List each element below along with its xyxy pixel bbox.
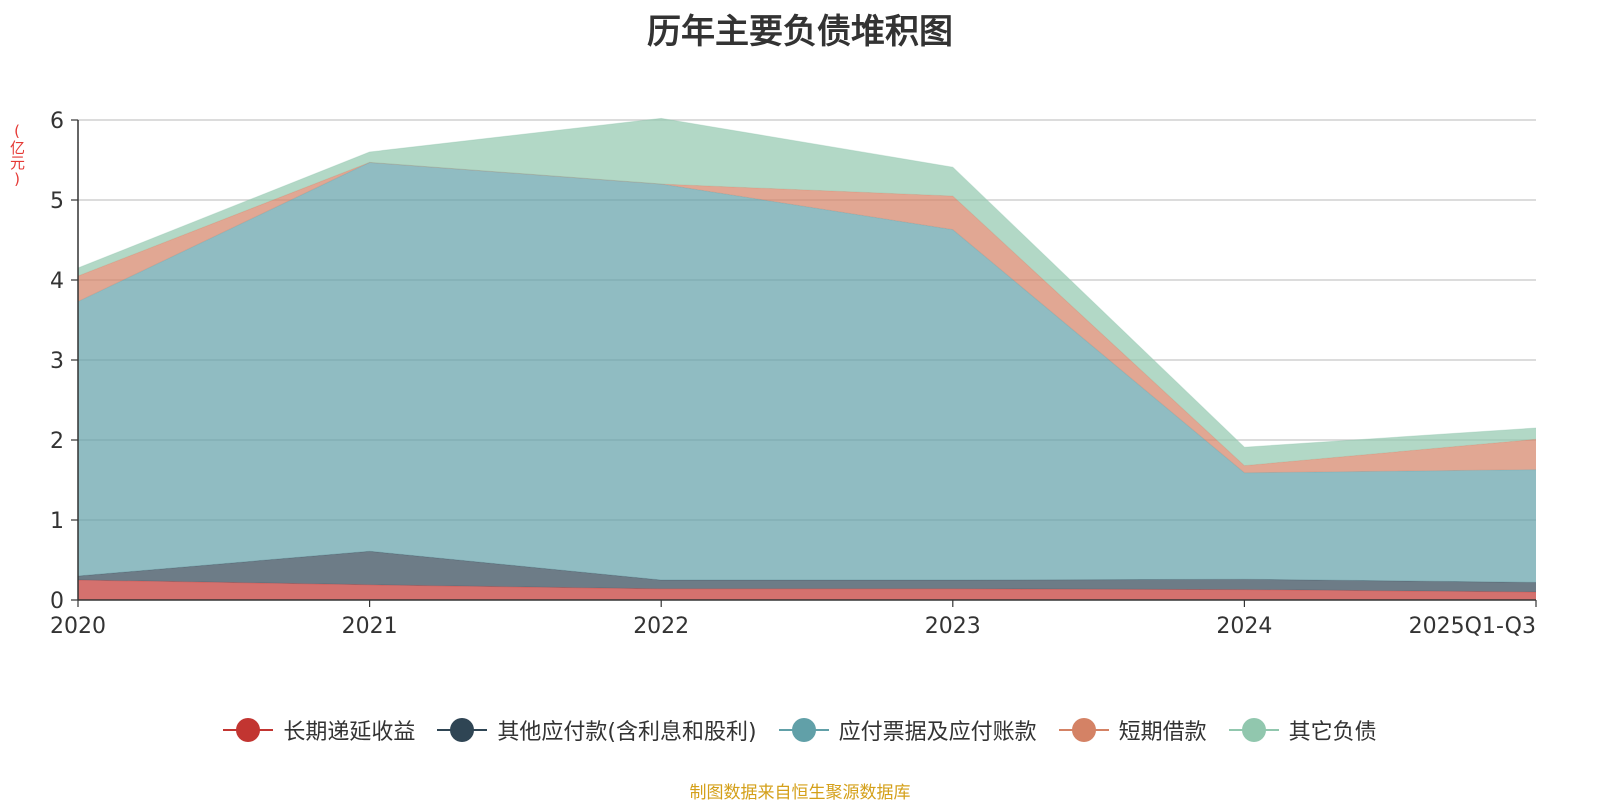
area-series-2 [78, 551, 1536, 592]
x-tick-label: 2020 [50, 614, 106, 639]
legend-item[interactable]: 长期递延收益 [223, 714, 415, 746]
x-tick-label: 2025Q1-Q3 [1409, 614, 1536, 639]
legend-swatch-icon [1058, 718, 1109, 742]
axes: 0 1 2 3 4 5 6 2020 2021 2022 2023 2024 2025Q1-Q3 [50, 109, 1537, 639]
source-note: 制图数据来自恒生聚源数据库 [689, 783, 911, 803]
chart-title: 历年主要负债堆积图 [647, 12, 953, 52]
legend-label: 其它负债 [1288, 720, 1377, 745]
x-tick-label: 2023 [925, 614, 981, 639]
x-tick-label: 2021 [342, 614, 398, 639]
y-tick-label: 0 [50, 589, 64, 614]
legend-label: 长期递延收益 [283, 720, 416, 745]
x-tick-label: 2022 [633, 614, 689, 639]
y-tick-label: 5 [50, 189, 64, 214]
y-tick-label: 3 [50, 349, 64, 374]
legend-label: 短期借款 [1118, 720, 1207, 745]
x-tick-label: 2024 [1216, 614, 1272, 639]
legend-swatch-icon [223, 718, 274, 742]
area-series-1 [78, 580, 1536, 600]
legend-swatch-icon [778, 718, 829, 742]
legend-swatch-icon [437, 718, 488, 742]
y-tick-label: 1 [50, 509, 64, 534]
area-series-3 [78, 162, 1536, 583]
y-axis-unit-label: (亿元) [8, 122, 26, 188]
legend-swatch-icon [1228, 718, 1279, 742]
legend-item[interactable]: 其他应付款(含利息和股利) [437, 714, 757, 746]
legend: 长期递延收益 其他应付款(含利息和股利) 应付票据及应付账款 短期借款 其它负债 [0, 714, 1600, 746]
legend-item[interactable]: 短期借款 [1058, 714, 1207, 746]
legend-item[interactable]: 其它负债 [1228, 714, 1377, 746]
series-line-5 [77, 117, 1537, 448]
legend-label: 其他应付款(含利息和股利) [497, 720, 757, 745]
y-tick-label: 6 [50, 109, 64, 134]
stacked-area-chart: 0 1 2 3 4 5 6 2020 2021 2022 2023 2024 2025Q1-Q3 [50, 109, 1537, 639]
y-tick-label: 4 [50, 269, 64, 294]
area-series-5 [78, 118, 1536, 466]
legend-label: 应付票据及应付账款 [838, 720, 1037, 745]
y-tick-label: 2 [50, 429, 64, 454]
area-series [77, 117, 1537, 600]
legend-item[interactable]: 应付票据及应付账款 [778, 714, 1037, 746]
